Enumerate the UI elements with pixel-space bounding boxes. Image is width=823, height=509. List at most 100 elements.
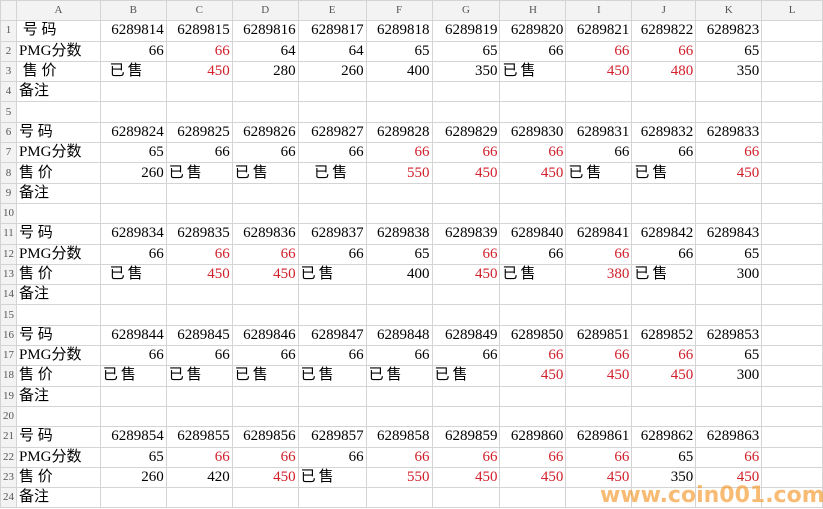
- cell[interactable]: 450: [565, 466, 633, 489]
- cell[interactable]: 450: [431, 162, 501, 184]
- cell[interactable]: 6289859: [431, 426, 501, 448]
- column-header-I[interactable]: I: [565, 0, 633, 22]
- cell[interactable]: 450: [431, 263, 501, 286]
- cell[interactable]: [297, 101, 367, 123]
- cell[interactable]: [761, 182, 823, 204]
- cell[interactable]: [297, 385, 367, 407]
- cell[interactable]: 6289838: [365, 223, 433, 245]
- row-label-cell[interactable]: 备注: [15, 182, 101, 204]
- cell[interactable]: 65: [695, 345, 763, 367]
- row-header[interactable]: 24: [0, 487, 17, 509]
- cell[interactable]: [499, 81, 567, 103]
- column-header-K[interactable]: K: [695, 0, 763, 22]
- cell[interactable]: [365, 304, 433, 326]
- cell[interactable]: 450: [499, 162, 567, 184]
- cell[interactable]: [231, 405, 299, 428]
- cell[interactable]: 65: [695, 40, 763, 62]
- cell[interactable]: 66: [499, 345, 567, 367]
- cell[interactable]: [761, 263, 823, 286]
- row-header[interactable]: 7: [0, 142, 17, 164]
- cell[interactable]: 6289844: [99, 324, 167, 347]
- cell[interactable]: [761, 40, 823, 62]
- cell[interactable]: 65: [365, 243, 433, 265]
- cell[interactable]: 6289856: [231, 426, 299, 448]
- cell[interactable]: 450: [431, 466, 501, 489]
- cell[interactable]: 6289853: [695, 324, 763, 347]
- cell[interactable]: 66: [431, 243, 501, 265]
- cell[interactable]: 6289820: [499, 20, 567, 42]
- column-header-D[interactable]: D: [231, 0, 299, 22]
- cell[interactable]: 6289851: [565, 324, 633, 347]
- row-label-cell[interactable]: PMG分数: [15, 243, 101, 265]
- cell[interactable]: 已售: [99, 365, 167, 387]
- cell[interactable]: 6289827: [297, 121, 367, 144]
- cell[interactable]: [165, 101, 233, 123]
- column-header-F[interactable]: F: [365, 0, 433, 22]
- cell[interactable]: 66: [365, 446, 433, 468]
- cell[interactable]: 66: [231, 142, 299, 164]
- cell[interactable]: 已售: [297, 162, 367, 184]
- cell[interactable]: 66: [297, 142, 367, 164]
- cell[interactable]: 6289846: [231, 324, 299, 347]
- cell[interactable]: 6289825: [165, 121, 233, 144]
- cell[interactable]: 65: [365, 40, 433, 62]
- cell[interactable]: [165, 385, 233, 407]
- cell[interactable]: [99, 405, 167, 428]
- cell[interactable]: [365, 284, 433, 306]
- row-label-cell[interactable]: 备注: [15, 81, 101, 103]
- cell[interactable]: 已售: [431, 365, 501, 387]
- cell[interactable]: 66: [695, 446, 763, 468]
- cell[interactable]: 6289848: [365, 324, 433, 347]
- cell[interactable]: [565, 405, 633, 428]
- cell[interactable]: [231, 81, 299, 103]
- cell[interactable]: [365, 81, 433, 103]
- cell[interactable]: 300: [695, 365, 763, 387]
- column-header-H[interactable]: H: [499, 0, 567, 22]
- row-header[interactable]: 13: [0, 263, 17, 286]
- cell[interactable]: 6289832: [631, 121, 697, 144]
- cell[interactable]: [99, 81, 167, 103]
- cell[interactable]: [165, 487, 233, 509]
- cell[interactable]: 6289862: [631, 426, 697, 448]
- cell[interactable]: 64: [297, 40, 367, 62]
- cell[interactable]: 已售: [231, 162, 299, 184]
- cell[interactable]: 66: [99, 40, 167, 62]
- cell[interactable]: 66: [499, 446, 567, 468]
- cell[interactable]: [631, 182, 697, 204]
- row-header[interactable]: 22: [0, 446, 17, 468]
- cell[interactable]: [99, 101, 167, 123]
- cell[interactable]: 6289821: [565, 20, 633, 42]
- cell[interactable]: 400: [365, 60, 433, 83]
- cell[interactable]: [695, 284, 763, 306]
- row-header[interactable]: 5: [0, 101, 17, 123]
- cell[interactable]: 66: [297, 446, 367, 468]
- cell[interactable]: [365, 101, 433, 123]
- row-label-cell[interactable]: [15, 405, 101, 428]
- cell[interactable]: [165, 405, 233, 428]
- cell[interactable]: 已售: [365, 365, 433, 387]
- cell[interactable]: 66: [499, 142, 567, 164]
- cell[interactable]: 已售: [231, 365, 299, 387]
- cell[interactable]: [297, 284, 367, 306]
- row-header[interactable]: 16: [0, 324, 17, 347]
- row-label-cell[interactable]: [15, 101, 101, 123]
- row-header[interactable]: 12: [0, 243, 17, 265]
- cell[interactable]: 6289849: [431, 324, 501, 347]
- cell[interactable]: 已售: [565, 162, 633, 184]
- row-label-cell[interactable]: 售 价: [15, 466, 101, 489]
- cell[interactable]: [761, 345, 823, 367]
- cell[interactable]: [499, 304, 567, 326]
- cell[interactable]: 450: [565, 60, 633, 83]
- cell[interactable]: [761, 60, 823, 83]
- cell[interactable]: 6289817: [297, 20, 367, 42]
- cell[interactable]: 6289857: [297, 426, 367, 448]
- cell[interactable]: 66: [165, 243, 233, 265]
- cell[interactable]: [631, 405, 697, 428]
- row-header[interactable]: 17: [0, 345, 17, 367]
- cell[interactable]: [431, 304, 501, 326]
- cell[interactable]: [761, 202, 823, 225]
- cell[interactable]: 450: [631, 365, 697, 387]
- cell[interactable]: [695, 405, 763, 428]
- cell[interactable]: 550: [365, 162, 433, 184]
- cell[interactable]: 65: [695, 243, 763, 265]
